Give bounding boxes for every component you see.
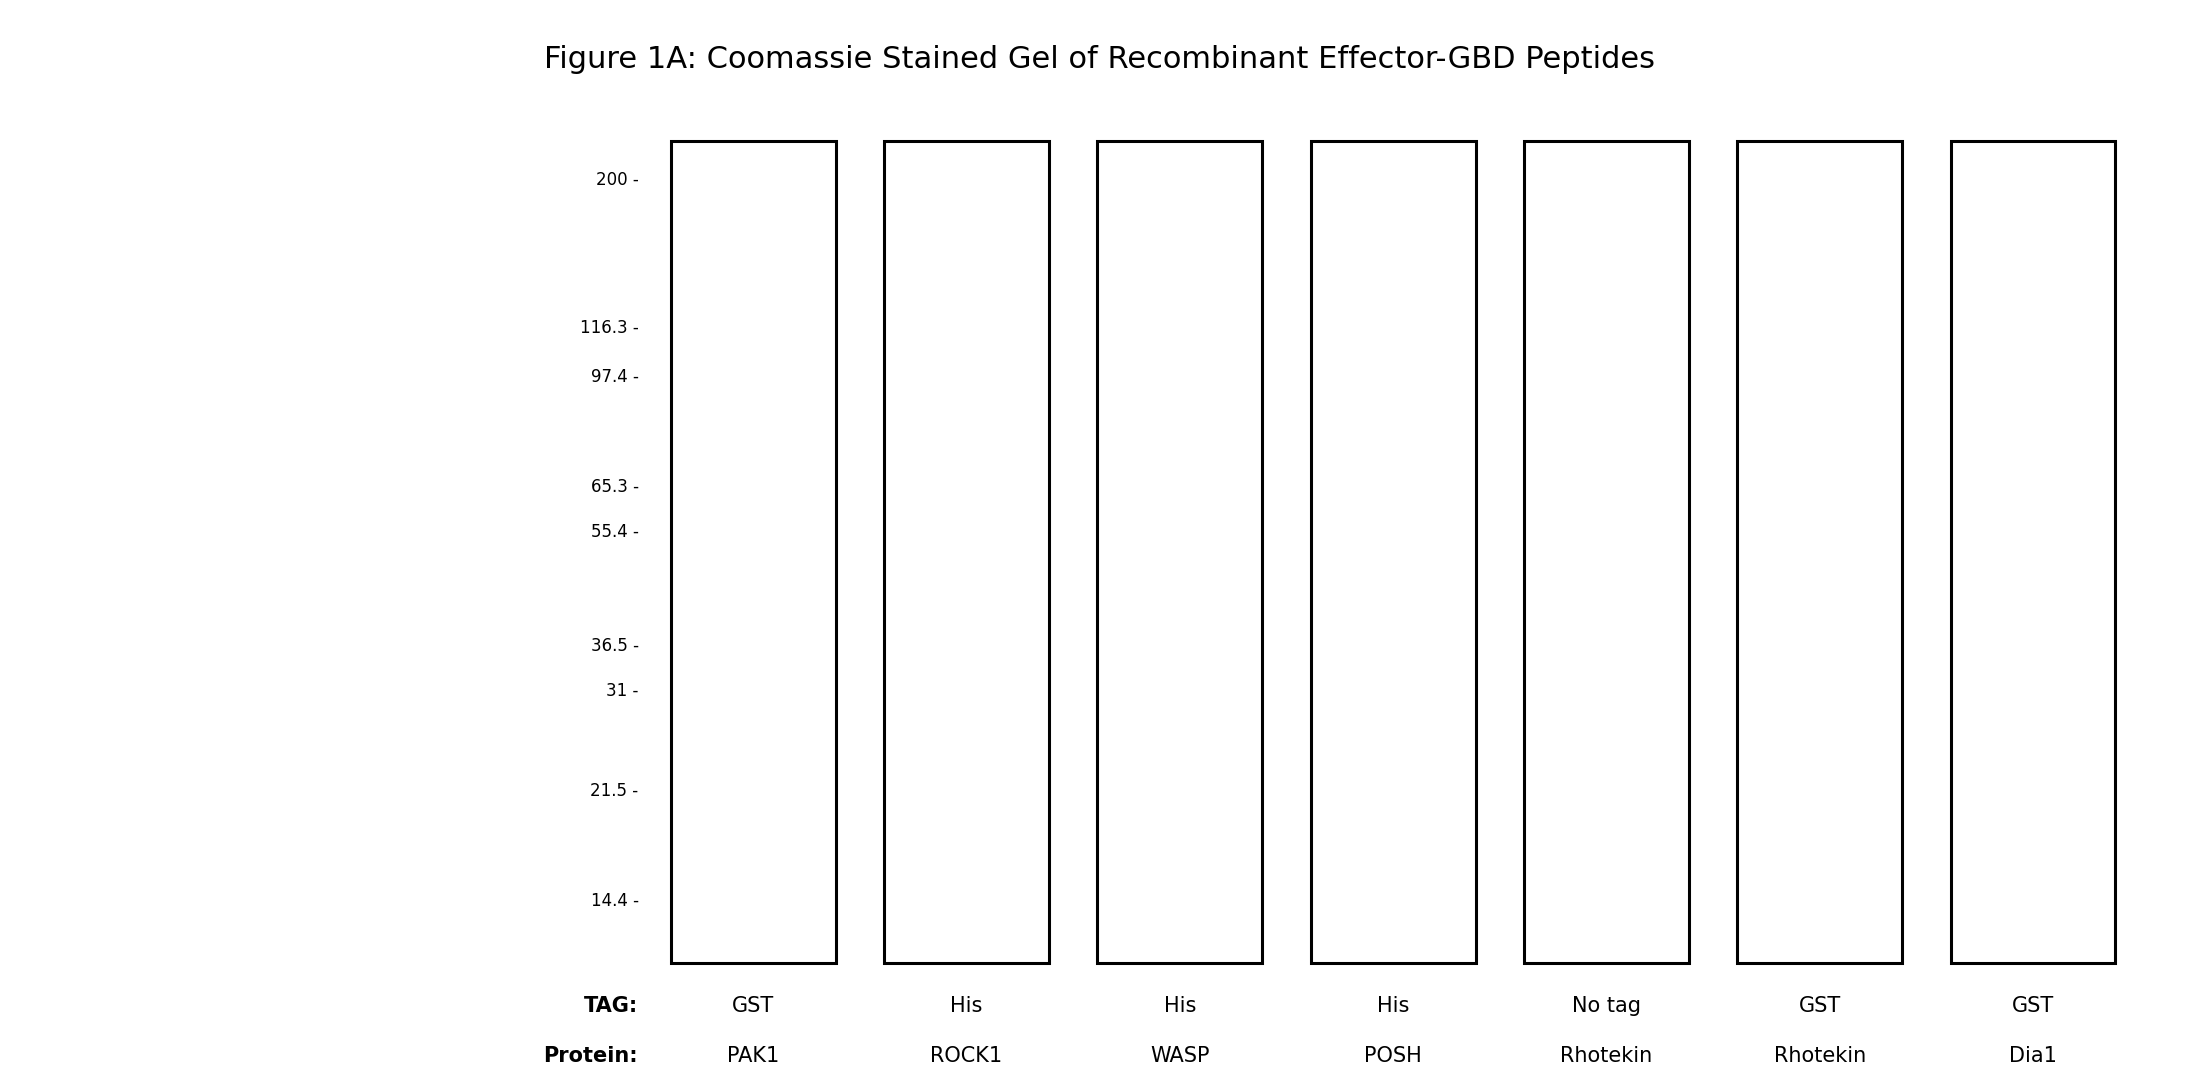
Text: PAK1: PAK1 (728, 1046, 778, 1066)
Text: GST: GST (1799, 996, 1841, 1016)
Text: Rhotekin: Rhotekin (1561, 1046, 1651, 1066)
Text: 97.4 -: 97.4 - (592, 368, 638, 386)
Text: ROCK1: ROCK1 (930, 1046, 1003, 1066)
Text: 65.3 -: 65.3 - (592, 478, 638, 496)
Text: His: His (1163, 996, 1196, 1016)
Text: Figure 1A: Coomassie Stained Gel of Recombinant Effector-GBD Peptides: Figure 1A: Coomassie Stained Gel of Reco… (543, 46, 1656, 74)
Text: GST: GST (732, 996, 774, 1016)
Text: Rhotekin: Rhotekin (1775, 1046, 1865, 1066)
Text: No tag: No tag (1572, 996, 1640, 1016)
Text: 31 -: 31 - (607, 682, 638, 700)
Text: TAG:: TAG: (583, 996, 638, 1016)
Text: 14.4 -: 14.4 - (592, 892, 638, 911)
Text: POSH: POSH (1363, 1046, 1423, 1066)
Text: Dia1: Dia1 (2010, 1046, 2056, 1066)
Text: 200 -: 200 - (596, 171, 638, 188)
Text: 55.4 -: 55.4 - (592, 522, 638, 541)
Text: 116.3 -: 116.3 - (581, 320, 638, 337)
Text: Protein:: Protein: (543, 1046, 638, 1066)
Text: 21.5 -: 21.5 - (592, 782, 638, 801)
Text: WASP: WASP (1150, 1046, 1209, 1066)
Text: 36.5 -: 36.5 - (592, 638, 638, 655)
Text: His: His (1377, 996, 1410, 1016)
Text: His: His (950, 996, 983, 1016)
Text: GST: GST (2012, 996, 2054, 1016)
